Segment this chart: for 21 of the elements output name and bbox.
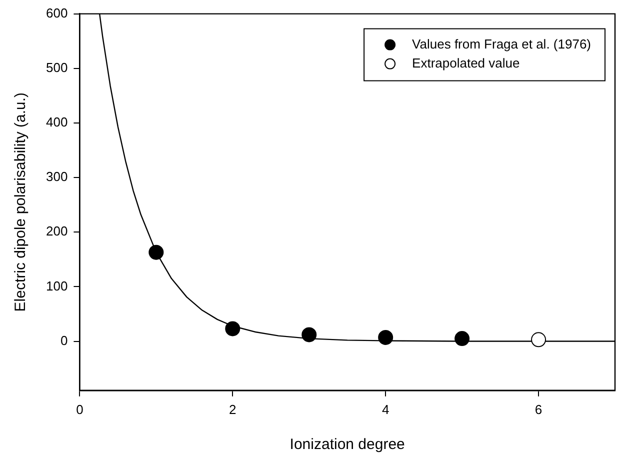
x-axis-title: Ionization degree: [290, 436, 405, 454]
point: [148, 244, 164, 260]
y-tick-label: 100: [46, 278, 68, 294]
x-tick-label: 4: [382, 402, 390, 417]
y-tick-label: 500: [46, 60, 68, 75]
y-tick-label: 200: [46, 224, 68, 239]
y-tick-label: 600: [46, 5, 68, 20]
legend-label: Values from Fraga et al. (1976): [412, 36, 591, 52]
x-tick-label: 2: [229, 402, 236, 417]
point: [454, 331, 470, 346]
point: [531, 332, 546, 348]
legend-label: Extrapolated value: [412, 55, 520, 70]
x-tick-label: 6: [534, 402, 542, 417]
point: [225, 321, 240, 336]
point: [378, 330, 394, 345]
x-tick-label: 0: [76, 402, 84, 417]
y-tick-label: 0: [60, 332, 68, 348]
y-tick-label: 400: [46, 114, 68, 130]
y-tick-label: 300: [46, 169, 68, 184]
point: [302, 327, 317, 342]
y-axis-title: Electric dipole polarisability (a.u.): [12, 92, 30, 312]
